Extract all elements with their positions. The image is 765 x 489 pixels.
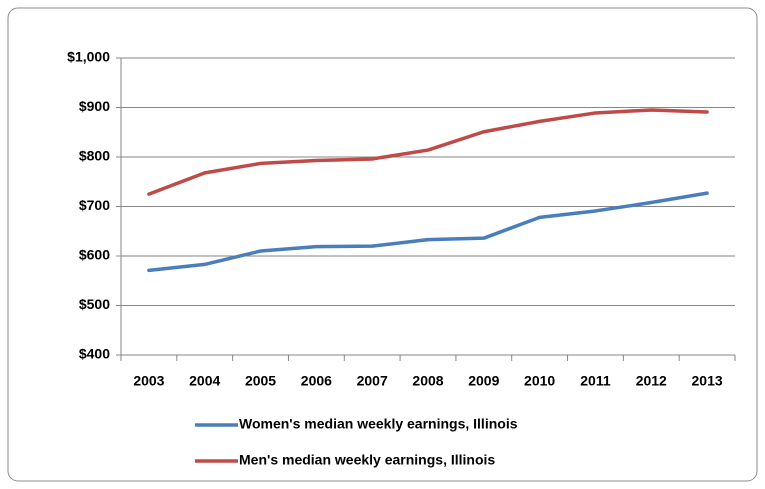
y-tick-label: $400 — [79, 346, 110, 362]
x-tick-label: 2004 — [189, 373, 220, 389]
legend-label: Women's median weekly earnings, Illinois — [239, 416, 518, 432]
y-tick-label: $800 — [79, 148, 110, 164]
y-tick-label: $900 — [79, 98, 110, 114]
y-tick-label: $600 — [79, 247, 110, 263]
x-tick-label: 2013 — [692, 373, 723, 389]
legend-label: Men's median weekly earnings, Illinois — [239, 452, 495, 468]
x-tick-label: 2009 — [468, 373, 499, 389]
x-tick-label: 2007 — [357, 373, 388, 389]
series-line — [147, 108, 709, 196]
x-tick-label: 2003 — [133, 373, 164, 389]
x-tick-label: 2005 — [245, 373, 276, 389]
y-tick-label: $500 — [79, 296, 110, 312]
series-line — [147, 191, 709, 273]
y-tick-label: $700 — [79, 197, 110, 213]
x-tick-label: 2006 — [301, 373, 332, 389]
x-tick-label: 2008 — [412, 373, 443, 389]
y-tick-label: $1,000 — [67, 49, 110, 65]
x-tick-label: 2011 — [580, 373, 611, 389]
x-tick-label: 2010 — [524, 373, 555, 389]
x-tick-label: 2012 — [636, 373, 667, 389]
